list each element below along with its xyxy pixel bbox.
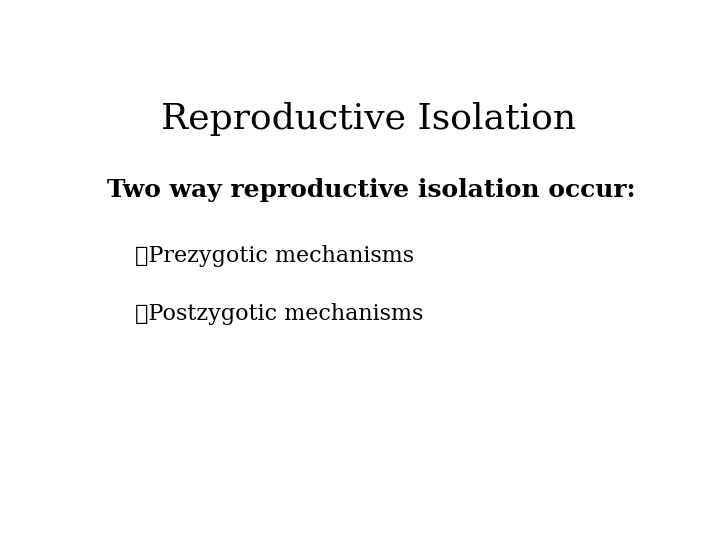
Text: Two way reproductive isolation occur:: Two way reproductive isolation occur: [107,178,635,201]
Text: Reproductive Isolation: Reproductive Isolation [161,102,577,136]
Text: ❧Postzygotic mechanisms: ❧Postzygotic mechanisms [135,303,423,325]
Text: ❧Prezygotic mechanisms: ❧Prezygotic mechanisms [135,245,414,267]
